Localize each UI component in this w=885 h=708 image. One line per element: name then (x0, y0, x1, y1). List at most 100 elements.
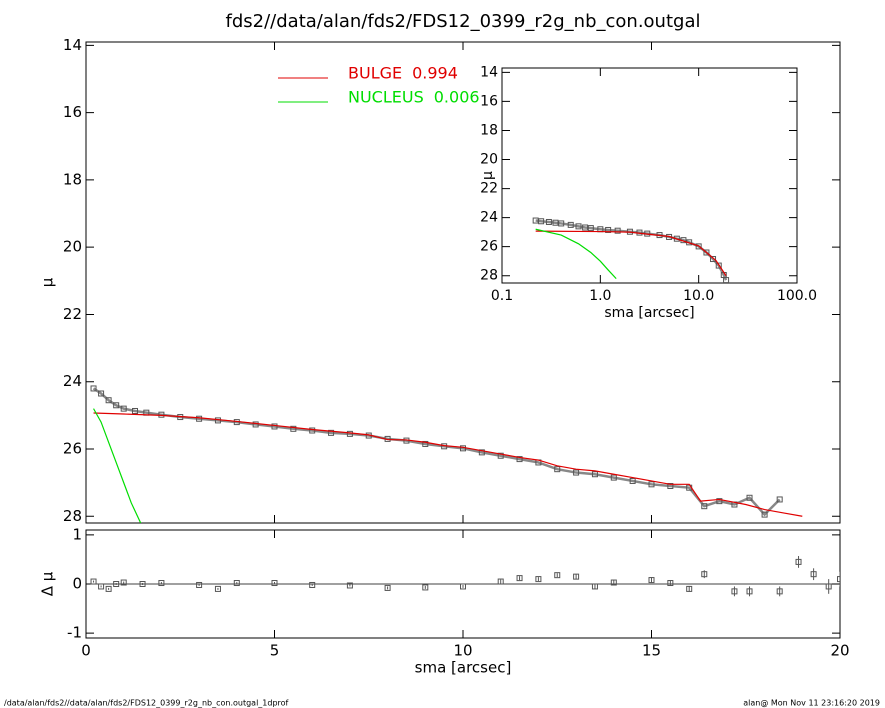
panel: 0.1 1.0 10.0 100.0 14 16 18 20 22 24 26 28 sma [arcs… (480, 64, 817, 321)
y-tick-label: 24 (480, 210, 498, 226)
chart-title: fds2//data/alan/fds2/FDS12_0399_r2g_nb_c… (226, 11, 701, 32)
data-point (776, 588, 783, 595)
data-point (328, 429, 335, 436)
footer-left: /data/alan/fds2//data/alan/fds2/FDS12_03… (4, 699, 289, 708)
data-point (113, 581, 120, 587)
data-point (478, 449, 485, 456)
data-point (384, 584, 391, 591)
data-point (575, 223, 582, 230)
data-point (746, 588, 753, 595)
y-tick-label: 0 (72, 575, 82, 593)
data-point (610, 474, 617, 481)
data-point (105, 397, 112, 404)
data-point (567, 221, 574, 228)
data-point (761, 511, 768, 518)
x-tick-label: 1.0 (589, 288, 611, 304)
y-tick-label: 14 (480, 64, 498, 80)
y-tick-label: 20 (480, 152, 498, 168)
data-point (460, 583, 466, 590)
data-point (535, 576, 542, 583)
data-point (667, 580, 674, 587)
legend-fraction: 0.006 (434, 88, 480, 107)
data-point (90, 578, 97, 585)
data-point (795, 558, 802, 565)
y-tick-label: 28 (63, 507, 82, 525)
data-point (196, 581, 203, 588)
series-line (93, 412, 803, 517)
data-point (309, 581, 316, 588)
data-point (105, 585, 112, 592)
data-point (554, 466, 561, 473)
y-tick-label: 16 (480, 93, 498, 109)
y-tick-label: 18 (480, 122, 498, 138)
data-point (810, 571, 817, 578)
series-line (535, 228, 617, 280)
data-point (233, 580, 240, 587)
data-point (98, 390, 105, 397)
data-point (701, 571, 708, 578)
data-point (723, 277, 730, 283)
series-group (90, 385, 803, 523)
y-tick-label: -1 (67, 624, 82, 642)
data-point (648, 481, 655, 488)
y-tick-label: 26 (63, 440, 82, 458)
y-tick-label: 22 (480, 181, 498, 197)
x-tick-label: 10 (453, 642, 472, 660)
data-point (271, 423, 278, 430)
x-tick-label: 0.1 (491, 288, 513, 304)
data-point (710, 256, 717, 263)
series-line (93, 408, 142, 523)
data-point (776, 496, 783, 503)
footer-right: alan@ Mon Nov 11 23:16:20 2019 (743, 699, 880, 708)
legend-fraction: 0.994 (412, 64, 458, 83)
y-tick-label: 16 (63, 103, 82, 121)
data-point (132, 407, 139, 414)
y-tick-label: 24 (63, 372, 82, 390)
data-point (422, 584, 429, 591)
data-point (214, 585, 221, 592)
series-group (90, 556, 840, 597)
data-point (346, 582, 353, 589)
y-tick-label: 14 (63, 36, 82, 54)
data-point (703, 249, 710, 256)
data-point (558, 220, 565, 227)
data-point (610, 579, 617, 586)
data-point (573, 573, 580, 580)
data-point (545, 218, 552, 225)
data-point (271, 580, 278, 587)
data-point (695, 243, 702, 250)
data-point (591, 583, 598, 590)
y-tick-label: 22 (63, 305, 82, 323)
x-tick-label: 10.0 (683, 288, 714, 304)
data-point (309, 427, 316, 434)
y-axis-label: μ (39, 277, 57, 287)
data-point (587, 225, 594, 232)
y-axis-label: μ (480, 171, 496, 180)
series-line (535, 230, 727, 277)
data-point (582, 224, 589, 231)
data-point (497, 578, 504, 585)
data-point (346, 430, 353, 437)
data-point (290, 425, 297, 432)
data-point (196, 415, 203, 422)
data-point (158, 580, 165, 587)
data-point (731, 588, 738, 595)
data-point (605, 226, 612, 233)
data-point (139, 581, 146, 587)
data-point (701, 503, 708, 510)
data-point (667, 483, 674, 489)
data-point (591, 471, 598, 478)
data-point (715, 262, 722, 269)
data-point (554, 572, 561, 579)
data-point (573, 469, 580, 476)
y-tick-label: 26 (480, 239, 498, 255)
y-tick-label: 28 (480, 268, 498, 284)
data-point (614, 227, 621, 234)
data-point (113, 402, 120, 409)
y-axis-label: Δ μ (39, 571, 57, 596)
y-tick-label: 1 (72, 525, 82, 543)
x-tick-label: 0 (81, 642, 91, 660)
legend-label: BULGE (348, 64, 402, 83)
data-point (422, 440, 429, 447)
